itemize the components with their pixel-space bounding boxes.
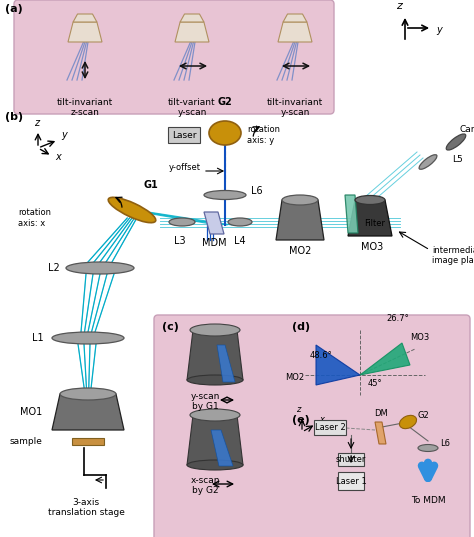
Ellipse shape [400,415,417,429]
Text: To MDM: To MDM [410,496,445,505]
Ellipse shape [419,155,437,169]
Ellipse shape [66,262,134,274]
Bar [72,438,104,445]
Text: G2: G2 [218,97,232,107]
Text: rotation
axis: y: rotation axis: y [247,125,280,144]
Polygon shape [276,200,324,240]
Text: 26.7°: 26.7° [387,314,410,323]
Text: 3-axis
translation stage: 3-axis translation stage [47,498,125,518]
Bar [338,453,364,466]
Ellipse shape [187,375,243,385]
Text: L1: L1 [32,333,44,343]
Text: MO3: MO3 [361,242,383,252]
Text: y-scan
by G1: y-scan by G1 [191,392,219,411]
Text: sample: sample [9,437,42,446]
Text: 45°: 45° [368,379,383,388]
Text: DM: DM [374,409,388,418]
Text: L4: L4 [234,236,246,246]
Text: x-scan
by G2: x-scan by G2 [190,476,220,496]
Polygon shape [217,345,235,382]
Text: y-offset: y-offset [169,163,201,171]
Text: rotation
axis: x: rotation axis: x [18,208,51,228]
FancyBboxPatch shape [154,315,470,537]
Ellipse shape [204,191,246,200]
Ellipse shape [60,388,116,400]
FancyBboxPatch shape [14,0,334,114]
Text: y: y [436,25,442,35]
Text: MO3: MO3 [410,332,429,342]
Text: (a): (a) [5,4,23,14]
Polygon shape [187,415,243,465]
Polygon shape [187,330,243,380]
Text: L3: L3 [174,236,186,246]
Text: G1: G1 [144,180,159,190]
Bar [168,127,200,143]
Text: Filter: Filter [364,219,385,228]
Text: L5: L5 [452,156,463,164]
Ellipse shape [282,195,318,205]
Text: intermediate
image plane: intermediate image plane [432,246,474,265]
Ellipse shape [228,218,252,226]
Text: x: x [319,415,324,424]
Polygon shape [360,343,410,375]
Polygon shape [68,22,102,42]
Bar [338,472,364,490]
Polygon shape [278,22,312,42]
Bar [314,420,346,435]
Polygon shape [73,14,97,22]
Text: Laser 1: Laser 1 [336,476,366,485]
Text: tilt-invariant
z-scan: tilt-invariant z-scan [57,98,113,118]
Text: z: z [396,1,402,11]
Text: (e): (e) [292,415,310,425]
Polygon shape [175,22,209,42]
Polygon shape [316,345,360,385]
Text: MO2: MO2 [285,373,304,381]
Text: y: y [61,130,67,140]
Text: tilt-invariant
y-scan: tilt-invariant y-scan [267,98,323,118]
Text: (b): (b) [5,112,23,122]
Polygon shape [375,422,386,444]
Ellipse shape [190,324,240,336]
Polygon shape [204,212,224,234]
Polygon shape [211,430,233,466]
Polygon shape [283,14,307,22]
Text: L6: L6 [251,186,263,196]
Text: MO1: MO1 [20,407,42,417]
Ellipse shape [169,218,195,226]
Polygon shape [52,394,124,430]
Ellipse shape [187,460,243,470]
Text: (c): (c) [162,322,179,332]
Text: L6: L6 [440,439,450,448]
Ellipse shape [418,445,438,452]
Text: shutter: shutter [336,454,366,463]
Ellipse shape [446,134,466,150]
Text: (d): (d) [292,322,310,332]
Text: x: x [55,152,61,162]
Ellipse shape [190,409,240,421]
Polygon shape [345,195,358,233]
Text: z: z [296,405,300,414]
Ellipse shape [209,121,241,145]
Ellipse shape [108,197,156,223]
Text: 48.6°: 48.6° [310,351,333,359]
Text: z: z [35,118,39,128]
Ellipse shape [52,332,124,344]
Text: Laser: Laser [172,130,196,140]
Ellipse shape [355,195,385,205]
Text: MDM: MDM [202,238,226,248]
Polygon shape [180,14,204,22]
Text: tilt-variant
y-scan: tilt-variant y-scan [168,98,216,118]
Text: L2: L2 [48,263,60,273]
Text: Camera: Camera [460,126,474,134]
Text: MO2: MO2 [289,246,311,256]
Polygon shape [348,200,392,236]
Text: G2: G2 [418,411,430,420]
Text: Laser 2: Laser 2 [315,423,346,432]
